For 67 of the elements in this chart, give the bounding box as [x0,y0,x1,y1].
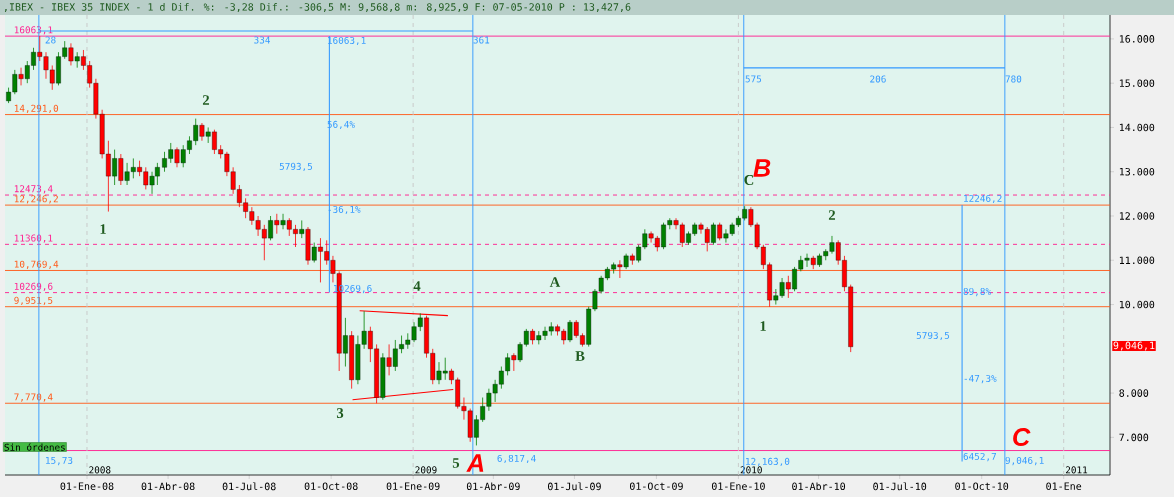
annotation: 12246,2 [964,194,1002,204]
y-tick-label: 8.000 [1119,389,1149,397]
annotation: 334 [254,36,271,44]
annotation: 575 [745,75,762,83]
x-tick-label: 01-Oct-09 [629,482,683,490]
ref-line-label: 2008 [89,466,111,474]
x-tick-label: 01-Abr-10 [792,482,846,491]
x-tick-label: 01-Abr-08 [141,482,195,491]
annotation: 2 [202,95,210,105]
x-tick-label: 01-Jul-10 [873,482,927,491]
annotation: 6452,7 [963,452,996,462]
ref-line-label: 14,291,0 [14,104,59,113]
annotation: 206 [870,75,886,83]
annotation: 5793,5 [279,162,313,172]
ref-line-label: 16063,1 [14,26,53,35]
annotation: C [1013,428,1031,446]
annotation: 12,163,0 [746,457,790,467]
y-tick-label: 12.000 [1119,212,1155,220]
y-tick-label: 11.000 [1119,256,1155,265]
annotation: 89,8% [963,287,991,297]
annotation: C [744,175,754,185]
ref-line-label: 2011 [1065,466,1088,474]
annotation: 780 [1005,75,1022,83]
y-tick-label: 15.000 [1119,79,1155,87]
ref-line-label: 10269,6 [14,282,53,292]
annotation: 5 [452,458,460,468]
x-tick-label: 01-Ene-08 [60,482,114,490]
ref-line-label: 2010 [740,466,762,474]
annotation: 6,817,4 [497,454,536,464]
annotation: 9,046,1 [1005,456,1044,466]
text: 9,046,1 [1113,341,1155,351]
annotation: 28 [45,36,56,44]
x-tick-label: 01-Abr-09 [466,482,520,491]
y-tick-label: 16.000 [1119,35,1155,43]
annotation: B [575,351,585,361]
ref-line-label: 12473,4 [14,185,53,194]
chart-title: ,IBEX - IBEX 35 INDEX - 1 d Dif. %: -3,28 Dif.: -306,5 M: 9,568,8 m: 8,925,9 F: 07-05-2010 P : 13,427,6 [4,3,631,12]
x-tick-label: 01-Oct-10 [955,482,1009,490]
annotation: B [753,159,771,177]
annotation: 2 [828,210,836,220]
annotation: 361 [473,36,490,44]
x-tick-label: 01-Ene-10 [711,482,765,490]
x-tick-label: 01-Oct-08 [304,482,358,490]
annotation: A [549,277,561,287]
annotation: 5793,5 [916,331,950,341]
ref-line-label: 10,769,4 [14,260,59,269]
ref-line-label: 9,951,5 [14,296,53,306]
annotation: -47,3% [964,374,997,384]
ref-line-label: 11360,1 [14,234,53,243]
x-tick-label: 01-Jul-09 [548,482,601,491]
ref-line-label: 12,246,2 [14,195,58,204]
annotation: 4 [413,281,421,291]
x-tick-label: 01-Jul-08 [222,482,276,491]
annotation: 3 [336,408,344,418]
annotation: 1 [760,321,766,331]
x-tick-label: 01-Ene-09 [386,482,440,490]
y-tick-label: 13.000 [1119,167,1155,176]
annotation: A [466,454,484,472]
y-tick-label: 10.000 [1119,300,1155,309]
ref-line-label: 2009 [415,466,437,474]
annotation: 15,73 [46,456,73,466]
annotation: Sin órdenes [4,443,65,451]
annotation: 1 [100,224,106,234]
y-tick-label: 7.000 [1119,433,1149,442]
ref-line-label: 7,770,4 [14,393,53,402]
y-tick-label: 14.000 [1119,123,1155,132]
x-tick-label: 01-Ene [1046,482,1082,490]
